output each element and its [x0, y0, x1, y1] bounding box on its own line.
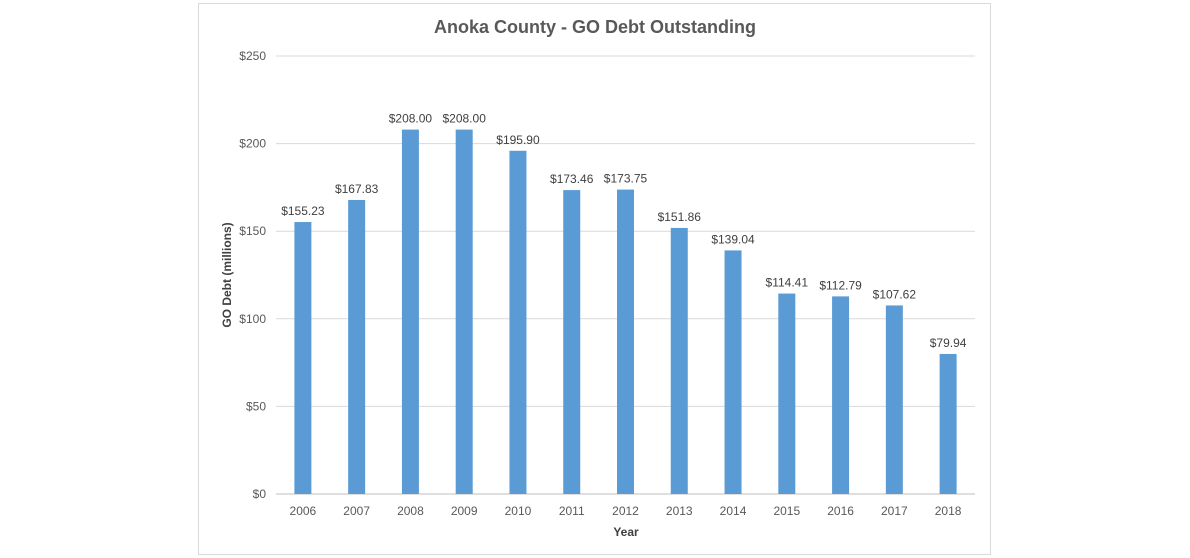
x-tick-label: 2017: [881, 504, 908, 518]
y-tick-label: $100: [239, 312, 266, 326]
y-tick-label: $150: [239, 224, 266, 238]
x-tick-label: 2006: [290, 504, 317, 518]
x-axis-title: Year: [613, 525, 639, 539]
y-tick-label: $0: [253, 487, 267, 501]
data-label: $151.86: [658, 210, 702, 224]
x-tick-label: 2011: [559, 504, 585, 518]
chart-frame: [198, 3, 991, 555]
bar-2013: [670, 227, 688, 494]
data-label: $114.41: [766, 276, 809, 290]
bar-2010: [509, 150, 527, 494]
bar-2017: [885, 305, 903, 494]
bar-2016: [832, 296, 850, 494]
data-label: $79.94: [930, 336, 967, 350]
data-label: $155.23: [281, 204, 325, 218]
x-tick-label: 2016: [827, 504, 854, 518]
y-axis-title: GO Debt (millions): [220, 222, 234, 327]
bar-2018: [939, 353, 957, 494]
x-tick-label: 2007: [343, 504, 370, 518]
y-tick-label: $250: [239, 49, 266, 63]
x-tick-label: 2014: [720, 504, 747, 518]
x-tick-label: 2013: [666, 504, 693, 518]
bar-2011: [563, 190, 581, 494]
data-label: $173.75: [604, 172, 648, 186]
bar-2015: [778, 293, 796, 494]
x-tick-label: 2012: [612, 504, 639, 518]
data-label: $139.04: [711, 232, 755, 246]
chart-title: Anoka County - GO Debt Outstanding: [434, 17, 756, 37]
data-label: $195.90: [496, 133, 540, 147]
y-tick-label: $200: [239, 137, 266, 151]
data-label: $112.79: [819, 278, 862, 292]
data-label: $107.62: [873, 287, 917, 301]
bar-2006: [294, 222, 312, 494]
x-tick-label: 2008: [397, 504, 424, 518]
x-tick-label: 2015: [773, 504, 800, 518]
x-tick-label: 2018: [935, 504, 962, 518]
x-tick-label: 2010: [505, 504, 532, 518]
bar-2007: [348, 199, 366, 494]
y-tick-label: $50: [246, 399, 266, 413]
bar-2009: [455, 129, 473, 495]
bar-2012: [617, 189, 634, 494]
x-tick-label: 2009: [451, 504, 478, 518]
bar-2014: [724, 250, 742, 494]
data-label: $208.00: [389, 112, 433, 126]
data-label: $167.83: [335, 182, 379, 196]
bar-2008: [401, 129, 419, 495]
data-label: $173.46: [550, 172, 594, 186]
data-label: $208.00: [442, 112, 486, 126]
